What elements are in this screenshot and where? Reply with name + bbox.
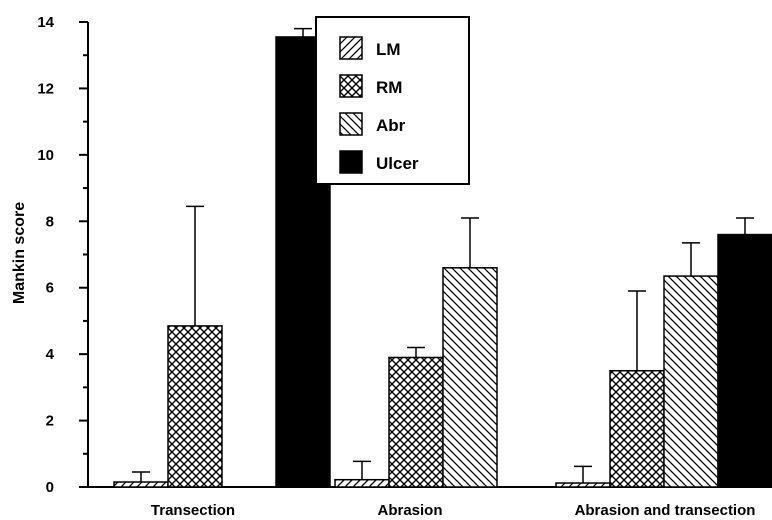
y-tick-label: 6 — [46, 280, 54, 297]
x-category-label: Abrasion and transection — [575, 502, 756, 519]
y-tick-label: 12 — [37, 80, 54, 97]
legend-swatch-rm — [339, 74, 363, 98]
legend-label-lm: LM — [376, 40, 401, 59]
x-category-label: Transection — [151, 502, 235, 519]
legend-label-ulcer: Ulcer — [376, 154, 419, 173]
legend-swatch-lm — [339, 36, 363, 60]
bar-rm-1 — [388, 356, 444, 488]
y-tick-label: 4 — [46, 346, 55, 363]
legend-swatch-abr — [339, 112, 363, 136]
bar-lm-0 — [113, 481, 169, 488]
y-axis-title: Mankin score — [11, 202, 28, 304]
y-tick-label: 14 — [37, 14, 54, 31]
y-tick-label: 8 — [46, 213, 54, 230]
bar-ulcer-2 — [717, 233, 772, 488]
bar-lm-2 — [555, 482, 611, 488]
legend-label-rm: RM — [376, 78, 402, 97]
legend-label-abr: Abr — [376, 116, 406, 135]
y-tick-label: 0 — [46, 479, 54, 496]
legend: LM RM Abr Ulcer — [315, 16, 470, 185]
legend-swatch-ulcer — [339, 150, 363, 174]
y-tick-label: 2 — [46, 413, 54, 430]
bar-rm-2 — [609, 370, 665, 488]
y-tick-label: 10 — [37, 147, 54, 164]
bar-rm-0 — [167, 325, 223, 488]
bar-lm-1 — [334, 478, 390, 488]
bar-abr-1 — [442, 267, 498, 488]
plot-area: 0 2 4 6 8 10 12 14 Transection Abrasion Abrasion a… — [37, 14, 772, 519]
x-category-label: Abrasion — [377, 502, 442, 519]
bar-abr-2 — [663, 275, 719, 488]
